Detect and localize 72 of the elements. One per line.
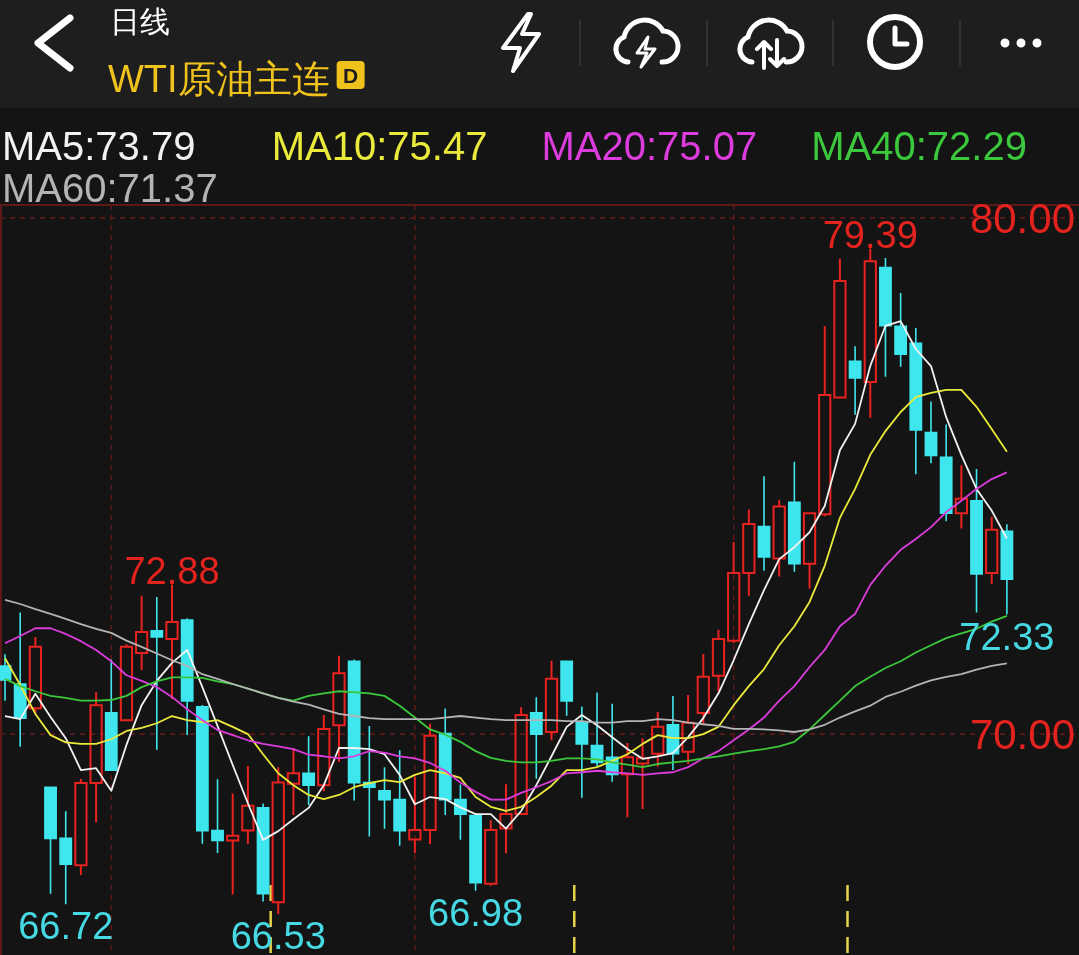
- candlestick: [59, 811, 73, 905]
- candlestick: [696, 654, 710, 724]
- annotation: 66.98: [428, 891, 524, 934]
- candlestick: [302, 736, 316, 806]
- chart-subtitle: 日线: [110, 5, 170, 38]
- candlestick: [211, 779, 224, 854]
- candlestick: [939, 424, 953, 522]
- candlestick: [454, 784, 467, 840]
- candlestick: [514, 707, 528, 816]
- candlestick: [544, 660, 559, 741]
- candlestick: [742, 509, 756, 596]
- candlestick: [135, 595, 149, 671]
- candlestick: [909, 328, 923, 475]
- annotation: 66.72: [18, 905, 114, 948]
- candlestick: [393, 750, 407, 846]
- candlestick: [970, 469, 983, 613]
- candlestick: [119, 644, 134, 722]
- candlestick: [226, 793, 240, 895]
- candlestick: [362, 726, 376, 837]
- candlestick: [711, 629, 726, 692]
- candlestick: [484, 820, 498, 886]
- candlestick: [833, 258, 847, 399]
- candlestick: [560, 660, 574, 716]
- candlestick: [727, 542, 741, 644]
- candlestick: [818, 326, 832, 517]
- candlestick: [256, 803, 270, 902]
- annotation: 66.53: [230, 915, 326, 955]
- y-tick-label: 70.00: [969, 711, 1075, 759]
- candlestick: [635, 738, 650, 809]
- candlestick: [0, 654, 12, 701]
- candlestick: [772, 499, 786, 577]
- chart-title: WTI原油主连: [108, 58, 330, 100]
- candlestick: [757, 476, 771, 571]
- candlestick: [271, 767, 285, 915]
- candlestick: [286, 748, 301, 816]
- candlestick: [195, 704, 209, 844]
- candlestick: [408, 776, 422, 854]
- candlestick: [681, 694, 695, 764]
- candlestick: [985, 516, 999, 584]
- candlestick: [924, 401, 938, 464]
- candlestick: [44, 786, 57, 894]
- candlestick: [954, 465, 968, 529]
- candlestick: [1000, 524, 1014, 615]
- candlestick: [104, 659, 118, 772]
- candlestick: [165, 584, 179, 699]
- annotation: 79.39: [822, 214, 918, 257]
- candlestick: [241, 766, 255, 844]
- candlestick: [469, 813, 483, 891]
- candlestick: [317, 715, 331, 792]
- candlestick: [150, 597, 164, 750]
- candlestick: [28, 637, 42, 713]
- candlestick: [848, 346, 862, 415]
- candlestick: [863, 248, 877, 418]
- candlestick: [651, 711, 665, 767]
- candlestick: [423, 723, 437, 844]
- candlestick: [802, 512, 817, 589]
- candlestick: [499, 784, 513, 854]
- candlestick: [590, 692, 604, 767]
- candlestick: [787, 461, 801, 572]
- candlestick: [879, 257, 892, 377]
- candlestick: [575, 706, 589, 798]
- candlestick: [347, 659, 361, 801]
- candlestick: [620, 742, 635, 818]
- candlestick: [180, 618, 194, 735]
- candlestick: [332, 655, 346, 762]
- badge: D: [336, 61, 365, 89]
- candlestick: [894, 292, 908, 367]
- annotation: 72.88: [124, 550, 220, 593]
- candlestick: [378, 767, 391, 829]
- candlestick: [529, 697, 543, 779]
- candlestick: [438, 708, 452, 815]
- annotation: 72.33: [959, 615, 1055, 658]
